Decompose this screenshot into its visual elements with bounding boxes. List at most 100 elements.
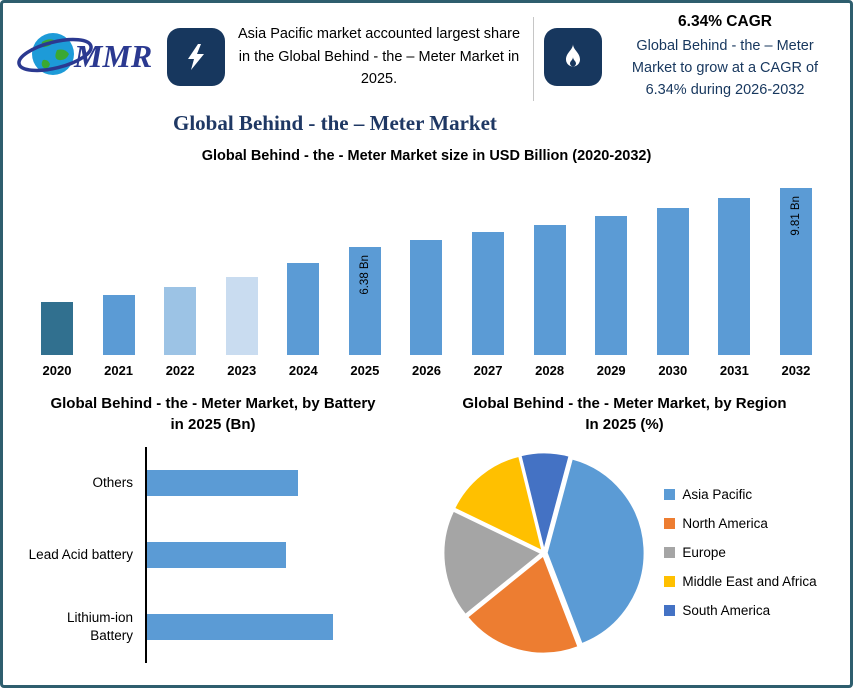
hbar-row-1: Lead Acid battery bbox=[23, 518, 409, 591]
cagr-texts: 6.34% CAGR Global Behind - the – Meter M… bbox=[614, 13, 836, 101]
bar-xlabel-2027: 2027 bbox=[473, 363, 503, 379]
legend-item-middle-east-and-africa: Middle East and Africa bbox=[664, 574, 817, 590]
pie-slice-europe bbox=[443, 509, 543, 616]
bar-xlabel-2029: 2029 bbox=[596, 363, 626, 379]
mmr-logo: MMR bbox=[17, 24, 167, 91]
header: MMR Asia Pacific market accounted larges… bbox=[3, 3, 850, 102]
globe-logo-graphic: MMR bbox=[17, 32, 152, 75]
fact-block: Asia Pacific market accounted largest sh… bbox=[167, 23, 523, 90]
pie-chart bbox=[443, 451, 646, 654]
legend-label: Asia Pacific bbox=[682, 487, 753, 503]
pie-area: Asia Pacific North America Europe Middle Ea… bbox=[409, 441, 840, 665]
bar-2021 bbox=[102, 295, 135, 356]
bar-xlabel-2030: 2030 bbox=[658, 363, 688, 379]
battery-chart-title: Global Behind - the - Meter Market, by B… bbox=[50, 395, 376, 433]
hbar-label-1: Lead Acid battery bbox=[28, 546, 133, 562]
bar-xlabel-2023: 2023 bbox=[227, 363, 257, 379]
battery-chart-plot: Others Lead Acid battery Lithium-ion Batte… bbox=[23, 446, 409, 663]
header-divider bbox=[533, 17, 534, 102]
pie-slice-north-america bbox=[466, 554, 580, 654]
pie-slice-south-america bbox=[520, 451, 571, 551]
bar-2022 bbox=[164, 287, 197, 356]
bar-xlabel-2020: 2020 bbox=[42, 363, 72, 379]
bar-column-2022: 2022 bbox=[158, 287, 202, 378]
hbar-label-0: Others bbox=[92, 474, 133, 490]
hbar-2 bbox=[147, 613, 333, 640]
pie-chart-title: Global Behind - the - Meter Market, by R… bbox=[462, 395, 787, 433]
bar-value-label-2032: 9.81 Bn bbox=[789, 196, 802, 236]
legend-item-asia-pacific: Asia Pacific bbox=[664, 487, 816, 502]
hbar-row-2: Lithium-ion Battery bbox=[23, 590, 409, 663]
bar-xlabel-2022: 2022 bbox=[165, 363, 195, 379]
bar-2025: 6.38 Bn bbox=[348, 247, 381, 356]
bar-column-2028: 2028 bbox=[528, 225, 572, 378]
hbar-1 bbox=[147, 541, 286, 568]
bar-column-2021: 2021 bbox=[97, 295, 141, 378]
bar-2027 bbox=[472, 232, 505, 356]
battery-chart: Global Behind - the - Meter Market, by B… bbox=[17, 394, 409, 665]
pie-slice-asia-pacific bbox=[546, 457, 646, 645]
bar-2028 bbox=[533, 225, 566, 356]
bar-column-2031: 2031 bbox=[712, 198, 756, 378]
legend-swatch bbox=[664, 576, 676, 588]
bar-column-2032: 9.81 Bn 2032 bbox=[774, 188, 818, 378]
legend-item-south-america: South America bbox=[664, 603, 816, 618]
bar-2024 bbox=[287, 263, 320, 356]
pie-legend: Asia Pacific North America Europe Middle Ea… bbox=[664, 487, 817, 618]
hbar-row-0: Others bbox=[23, 446, 409, 519]
legend-swatch bbox=[664, 489, 676, 501]
fact-text: Asia Pacific market accounted largest sh… bbox=[237, 26, 521, 88]
bar-column-2029: 2029 bbox=[589, 216, 633, 378]
bar-value-label-2025: 6.38 Bn bbox=[358, 255, 371, 295]
region-chart: Global Behind - the - Meter Market, by R… bbox=[409, 394, 840, 665]
bar-2020 bbox=[41, 302, 73, 356]
bar-column-2020: 2020 bbox=[35, 302, 79, 378]
bar-2032: 9.81 Bn bbox=[779, 188, 812, 356]
bar-xlabel-2024: 2024 bbox=[288, 363, 318, 379]
legend-swatch bbox=[664, 605, 676, 617]
cagr-block: 6.34% CAGR Global Behind - the – Meter M… bbox=[544, 13, 836, 101]
pie-slice-middle-east-and-africa bbox=[453, 455, 544, 552]
bar-xlabel-2025: 2025 bbox=[350, 363, 380, 379]
legend-label: South America bbox=[682, 603, 771, 619]
legend-label: North America bbox=[682, 516, 768, 532]
logo-text: MMR bbox=[73, 38, 152, 74]
bar-xlabel-2028: 2028 bbox=[535, 363, 565, 379]
bar-column-2025: 6.38 Bn 2025 bbox=[343, 247, 387, 378]
cagr-description: Global Behind - the – Meter Market to gr… bbox=[631, 38, 819, 98]
bar-xlabel-2031: 2031 bbox=[719, 363, 749, 379]
hbar-label-2: Lithium-ion Battery bbox=[66, 609, 133, 643]
hbar-track-1 bbox=[145, 518, 409, 591]
legend-swatch bbox=[664, 518, 676, 530]
page-title: Global Behind - the – Meter Market bbox=[173, 111, 497, 136]
bar-xlabel-2032: 2032 bbox=[781, 363, 811, 379]
legend-label: Europe bbox=[682, 545, 726, 561]
hbar-track-0 bbox=[145, 446, 409, 519]
bar-chart-plot: 2020 2021 2022 2023 2024 6.38 Bn 2025 2026 2027 2… bbox=[29, 176, 824, 378]
bar-column-2023: 2023 bbox=[220, 277, 264, 378]
hbar-track-2 bbox=[145, 590, 409, 663]
flame-icon bbox=[544, 28, 602, 87]
market-size-chart: Global Behind - the - Meter Market size … bbox=[3, 136, 850, 378]
legend-label: Middle East and Africa bbox=[682, 574, 817, 590]
bar-2031 bbox=[718, 198, 751, 356]
bar-xlabel-2026: 2026 bbox=[412, 363, 441, 379]
bar-column-2027: 2027 bbox=[466, 232, 510, 378]
hbar-0 bbox=[147, 469, 298, 496]
bar-2029 bbox=[595, 216, 628, 356]
legend-swatch bbox=[664, 547, 676, 559]
bottom-charts: Global Behind - the - Meter Market, by B… bbox=[3, 382, 850, 665]
bar-2026 bbox=[410, 240, 443, 356]
legend-item-europe: Europe bbox=[664, 545, 816, 560]
bar-2030 bbox=[656, 208, 689, 356]
cagr-title: 6.34% CAGR bbox=[678, 13, 772, 30]
bar-column-2024: 2024 bbox=[281, 263, 325, 378]
bar-xlabel-2021: 2021 bbox=[104, 363, 134, 379]
bar-column-2026: 2026 bbox=[404, 240, 448, 378]
bar-column-2030: 2030 bbox=[651, 208, 695, 378]
bar-chart-title: Global Behind - the - Meter Market size … bbox=[201, 148, 652, 165]
bar-2023 bbox=[225, 277, 258, 356]
legend-item-north-america: North America bbox=[664, 516, 816, 531]
lightning-icon bbox=[167, 28, 225, 87]
